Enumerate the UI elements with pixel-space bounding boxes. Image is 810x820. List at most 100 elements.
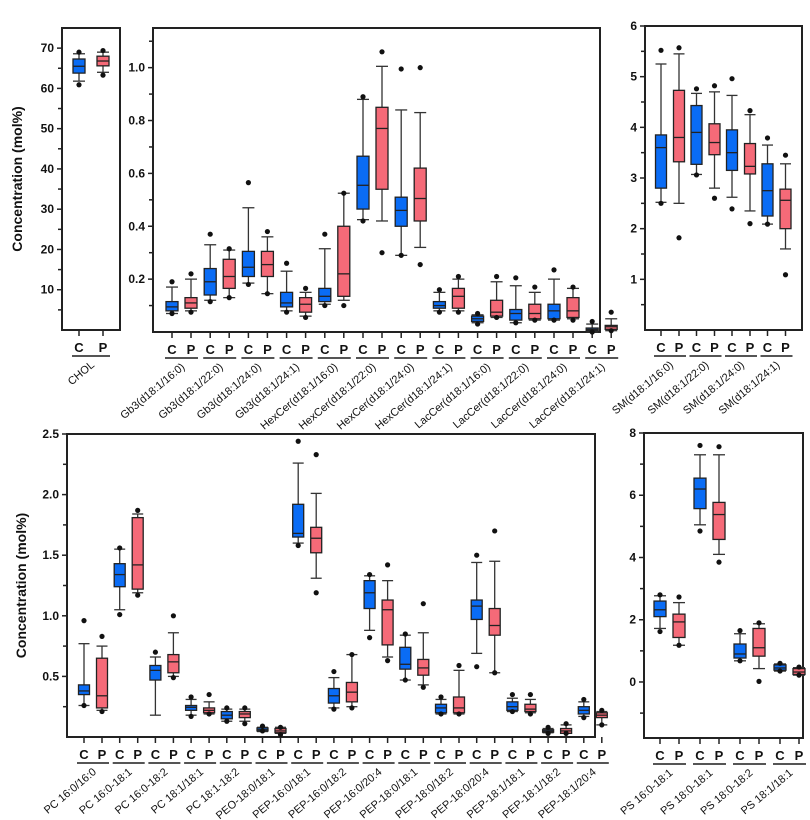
outlier-point <box>226 295 232 301</box>
box-patient <box>381 562 394 664</box>
box-control <box>653 592 667 635</box>
iqr-box <box>298 296 313 313</box>
iqr-box <box>733 643 747 659</box>
box-patient <box>451 273 466 315</box>
category-label: SM(d18:1/24:0) <box>681 359 747 417</box>
outlier-point <box>385 562 391 568</box>
outlier-point <box>169 279 175 285</box>
outlier-point <box>777 668 783 674</box>
outlier-point <box>747 221 753 227</box>
outlier-point <box>796 672 802 678</box>
group-label: P <box>569 342 578 357</box>
box-control <box>279 260 294 315</box>
group-label: C <box>549 342 559 357</box>
outlier-point <box>494 273 500 280</box>
iqr-box <box>451 287 466 309</box>
y-tick-label: 1.0 <box>42 609 59 623</box>
outlier-point <box>570 284 576 290</box>
outlier-point <box>277 724 284 730</box>
y-tick-label: 8 <box>629 426 636 440</box>
outlier-point <box>532 284 538 290</box>
outlier-point <box>224 718 230 724</box>
category-label: CHOL <box>66 359 97 388</box>
iqr-box <box>394 196 408 227</box>
category-label: SM(d18:1/16:0) <box>610 359 676 417</box>
outlier-point <box>570 317 576 323</box>
box-control <box>165 279 179 317</box>
box-control <box>773 660 787 674</box>
outlier-point <box>341 190 347 196</box>
outlier-point <box>398 66 404 72</box>
outlier-point <box>716 559 722 565</box>
y-tick-label: 5 <box>630 70 637 84</box>
group-label: C <box>206 342 216 357</box>
outlier-point <box>494 314 500 321</box>
group-label: P <box>383 747 392 762</box>
outlier-point <box>764 221 771 227</box>
group-label: C <box>695 748 705 763</box>
outlier-point <box>729 76 735 82</box>
y-tick-label: 50 <box>41 122 55 136</box>
box-patient <box>202 691 216 717</box>
outlier-point <box>657 628 663 635</box>
outlier-point <box>417 261 423 268</box>
group-label: P <box>795 748 804 763</box>
y-tick-label: 2.0 <box>42 488 59 502</box>
outlier-point <box>509 708 515 715</box>
iqr-box <box>356 155 370 210</box>
outlier-point <box>322 231 328 237</box>
outlier-point <box>438 711 444 717</box>
group-label: C <box>244 342 254 357</box>
outlier-point <box>76 82 82 88</box>
group-label: C <box>775 748 785 763</box>
outlier-point <box>207 299 213 305</box>
iqr-box <box>779 188 792 230</box>
box-control <box>761 135 774 227</box>
iqr-box <box>363 580 376 610</box>
outlier-point <box>224 705 230 711</box>
y-tick-label: 3 <box>630 171 637 185</box>
outlier-point <box>737 628 743 634</box>
iqr-box <box>279 291 294 308</box>
outlier-point <box>242 721 248 727</box>
y-tick-label: 6 <box>630 19 637 33</box>
iqr-box <box>524 703 537 713</box>
plot-frame <box>644 25 803 331</box>
box-patient <box>131 507 144 598</box>
box-control <box>394 66 408 258</box>
box-control <box>220 705 233 724</box>
group-label: C <box>222 747 232 762</box>
outlier-point <box>341 302 347 309</box>
outlier-point <box>782 152 789 158</box>
box-control <box>725 76 739 212</box>
iqr-box <box>752 627 766 657</box>
outlier-point <box>76 49 82 55</box>
y-tick-label: 0.4 <box>128 219 145 233</box>
outlier-point <box>676 235 682 241</box>
group-label: C <box>435 342 445 357</box>
outlier-point <box>313 590 319 596</box>
group-label: P <box>746 340 755 355</box>
outlier-point <box>117 611 123 618</box>
outlier-point <box>563 721 569 727</box>
y-axis-label: Concentration (mol%) <box>9 106 25 251</box>
group-label: C <box>115 747 125 762</box>
outlier-point <box>527 711 534 717</box>
y-tick-label: 1 <box>630 272 637 286</box>
iqr-box <box>131 516 144 590</box>
group-label: P <box>675 748 684 763</box>
box-patient <box>528 284 542 323</box>
box-patient <box>95 633 109 715</box>
outlier-point <box>599 707 605 713</box>
box-patient <box>566 284 580 323</box>
y-tick-label: 4 <box>630 120 637 134</box>
iqr-box <box>413 167 427 222</box>
outlier-point <box>264 228 270 235</box>
box-patient <box>792 664 806 678</box>
outlier-point <box>206 691 212 698</box>
box-control <box>690 86 703 178</box>
outlier-point <box>697 528 703 534</box>
outlier-point <box>676 45 682 51</box>
group-label: P <box>675 340 684 355</box>
box-control <box>432 287 447 315</box>
